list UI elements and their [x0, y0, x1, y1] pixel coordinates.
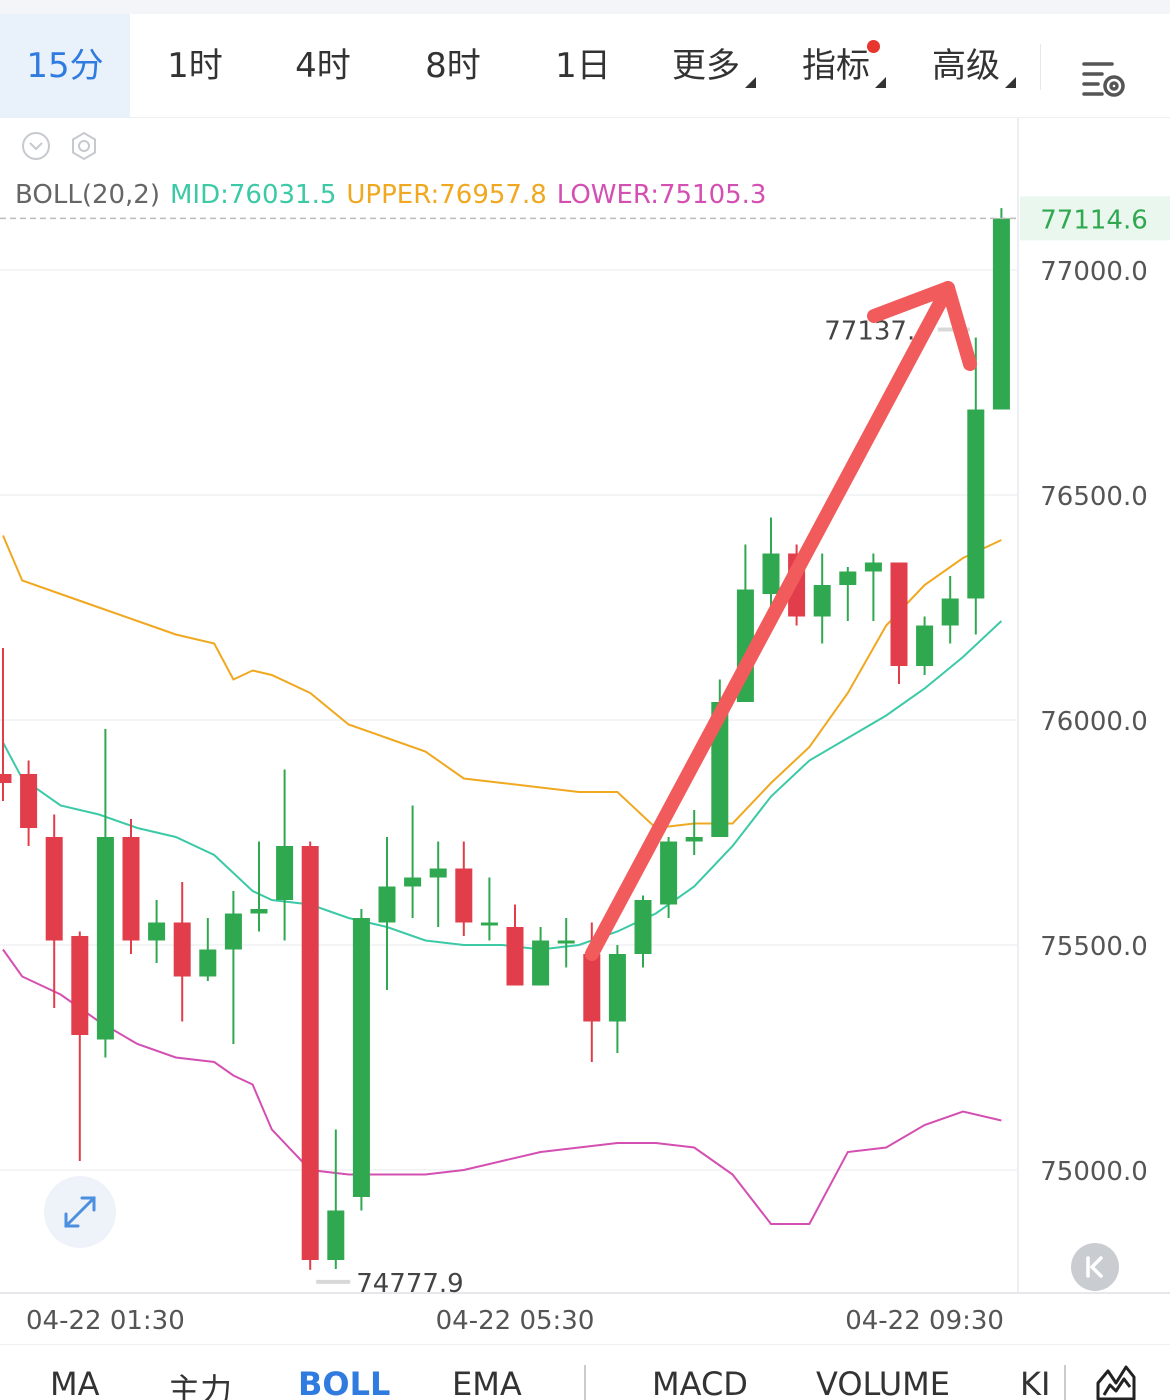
tab-1h[interactable]: 1时 — [167, 46, 223, 86]
low-price-label: 74777.9 — [356, 1269, 464, 1299]
y-tick-label: 75000.0 — [1040, 1157, 1148, 1187]
x-tick-label: 04-22 05:30 — [436, 1306, 595, 1336]
candle-body — [941, 598, 959, 626]
boll-lower-value: LOWER:75105.3 — [556, 180, 767, 210]
line-chart-icon[interactable] — [1094, 1361, 1138, 1400]
hexagon-gear-icon[interactable] — [68, 130, 100, 162]
caret-icon — [875, 77, 886, 88]
candle-body — [916, 625, 934, 666]
candlestick-chart[interactable]: 77000.0 76500.0 76000.0 75500.0 75000.0 04-22… — [0, 118, 1170, 1344]
chevron-down-circle-icon[interactable] — [20, 130, 52, 162]
boll-mid-value: MID:76031.5 — [170, 180, 337, 210]
candle-body — [608, 954, 626, 1022]
timeframe-tabbar: 15分 1时 4时 8时 1日 更多 指标 高级 — [0, 14, 1170, 118]
candle-body — [276, 846, 294, 900]
candle-body — [224, 913, 242, 950]
candle-body — [890, 562, 908, 666]
boll-upper-value: UPPER:76957.8 — [346, 180, 547, 210]
candle-body — [634, 900, 652, 954]
tab-volume[interactable]: VOLUME — [816, 1365, 950, 1400]
current-price-label: 77114.6 — [1040, 205, 1148, 235]
candle-body — [532, 940, 550, 986]
caret-icon — [745, 77, 756, 88]
tab-boll[interactable]: BOLL — [298, 1365, 391, 1400]
candle-body — [352, 918, 370, 1197]
y-tick-label: 76000.0 — [1040, 707, 1148, 737]
boll-mid-line — [2, 620, 1003, 951]
boll-lower-line — [2, 948, 1002, 1225]
boll-label: BOLL(20,2) — [15, 180, 160, 210]
candle-body — [20, 774, 38, 828]
rewind-button[interactable] — [1071, 1243, 1119, 1291]
skip-to-start-icon — [1086, 1256, 1103, 1278]
candle-body — [839, 571, 857, 585]
candle-body — [45, 837, 63, 941]
caret-icon — [1005, 77, 1016, 88]
candle-body — [429, 868, 447, 878]
candle-body — [173, 922, 191, 977]
candle-body — [148, 922, 166, 941]
candle-body — [660, 841, 678, 905]
tab-divider — [1064, 1365, 1066, 1400]
tab-more[interactable]: 更多 — [670, 14, 756, 118]
candle-body — [685, 837, 703, 842]
candle-body — [250, 909, 268, 914]
candle-body — [199, 949, 217, 977]
y-tick-label: 76500.0 — [1040, 482, 1148, 512]
candle-body — [0, 774, 12, 783]
tab-kdj[interactable]: KI — [1020, 1365, 1051, 1400]
candle-body — [762, 553, 780, 594]
tab-divider — [584, 1365, 586, 1400]
trend-arrow-shaft — [584, 281, 955, 961]
status-strip — [0, 0, 1170, 14]
candle-body — [992, 218, 1010, 410]
tab-ema[interactable]: EMA — [452, 1365, 522, 1400]
tab-divider — [1040, 44, 1041, 90]
x-tick-label: 04-22 09:30 — [845, 1306, 1004, 1336]
tab-1d[interactable]: 1日 — [555, 46, 611, 86]
expand-arrows-icon — [64, 1196, 96, 1228]
notification-dot — [867, 40, 880, 53]
tab-ma[interactable]: MA — [50, 1365, 100, 1400]
trend-arrow-head — [867, 281, 977, 371]
candle-body — [864, 562, 882, 572]
boll-legend: BOLL(20,2) MID:76031.5 UPPER:76957.8 LOWER:… — [15, 180, 776, 210]
candle-body — [378, 886, 396, 923]
current-price-badge — [1020, 196, 1170, 241]
tab-8h[interactable]: 8时 — [425, 46, 481, 86]
tab-15min[interactable]: 15分 — [0, 14, 130, 118]
chart-settings-icon[interactable] — [1078, 54, 1128, 104]
candle-body — [967, 409, 985, 599]
candle-body — [480, 922, 498, 926]
candle-body — [122, 837, 140, 941]
tab-advanced[interactable]: 高级 — [930, 14, 1016, 118]
candle-body — [557, 940, 575, 944]
candle-body — [583, 954, 601, 1022]
candle-body — [301, 846, 319, 1260]
tab-macd[interactable]: MACD — [652, 1365, 748, 1400]
candle-body — [96, 837, 114, 1040]
tab-4h[interactable]: 4时 — [295, 46, 351, 86]
y-tick-label: 75500.0 — [1040, 932, 1148, 962]
candle-body — [404, 877, 422, 887]
candle-body — [455, 868, 473, 923]
boll-upper-line — [2, 535, 1002, 830]
candle-body — [506, 927, 524, 986]
indicator-tabbar: MA 主力 BOLL EMA MACD VOLUME KI — [0, 1344, 1170, 1400]
candle-body — [327, 1210, 345, 1260]
tab-main-force[interactable]: 主力 — [168, 1371, 233, 1400]
candle-body — [71, 936, 89, 1035]
y-tick-label: 77000.0 — [1040, 257, 1148, 287]
expand-button[interactable] — [44, 1176, 116, 1248]
candle-body — [813, 585, 831, 617]
tab-indicators[interactable]: 指标 — [800, 14, 886, 118]
x-tick-label: 04-22 01:30 — [26, 1306, 185, 1336]
